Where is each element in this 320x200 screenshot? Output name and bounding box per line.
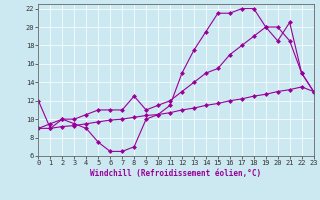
X-axis label: Windchill (Refroidissement éolien,°C): Windchill (Refroidissement éolien,°C) (91, 169, 261, 178)
